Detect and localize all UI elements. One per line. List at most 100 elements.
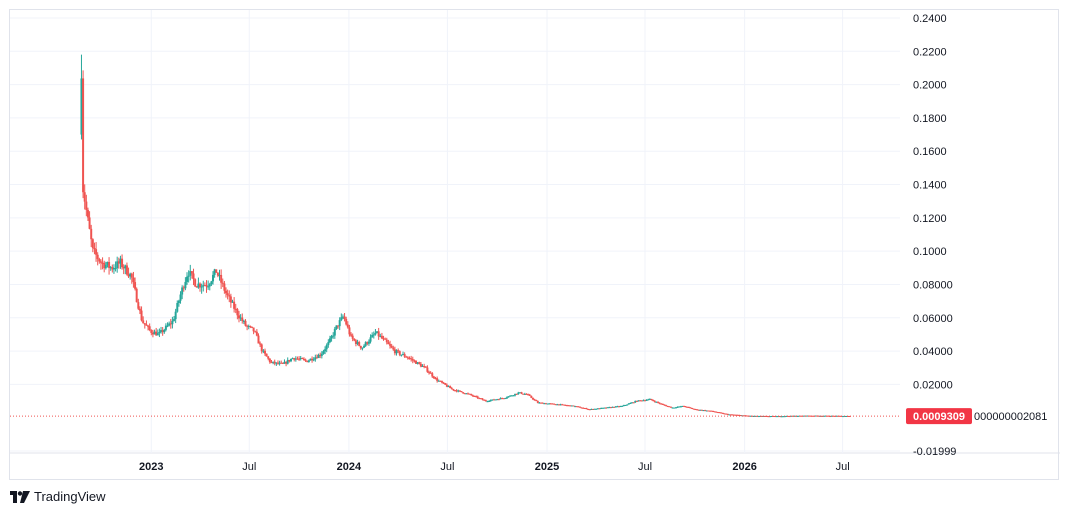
candle-body (376, 331, 379, 333)
candle-body (699, 409, 702, 411)
candle-body (95, 249, 98, 255)
candle-body (551, 403, 554, 405)
candle-body (697, 409, 700, 411)
candle-body (458, 390, 461, 392)
candle-body (556, 404, 559, 406)
candle-body (111, 267, 114, 270)
candle-body (428, 371, 431, 373)
candle-body (522, 393, 525, 395)
candle-body (520, 392, 523, 394)
candle-body (186, 276, 189, 282)
price-chart[interactable]: 0.0009309 000000002081 0.2400 0.2200 0.2000… (10, 10, 1060, 481)
overflow-price-label: 000000002081 (974, 411, 1047, 423)
candle-body (751, 415, 754, 417)
candle-body (653, 400, 656, 402)
candle-body (250, 326, 253, 328)
candle-body (202, 285, 205, 287)
candle-body (708, 410, 711, 412)
candle-body (106, 261, 109, 265)
candle-body (691, 408, 694, 410)
y-axis: 0.2400 0.2200 0.2000 0.1800 0.1600 0.1400 0.12… (913, 13, 956, 458)
candle-body (767, 416, 770, 418)
chart-frame[interactable]: 0.0009309 000000002081 0.2400 0.2200 0.2000… (9, 9, 1060, 481)
candle-body (574, 406, 577, 408)
candle-body (127, 274, 130, 277)
candle-body (590, 408, 593, 410)
candle-body (824, 415, 827, 417)
candle-body (229, 296, 232, 303)
tradingview-wordmark: TradingView (34, 489, 106, 504)
candle-body (609, 407, 612, 409)
candle-body (189, 271, 192, 276)
candle-body (647, 399, 650, 401)
candle-body (415, 360, 418, 364)
candle-body (496, 399, 499, 401)
candle-body (637, 400, 640, 402)
candle-body (754, 415, 757, 417)
candle-body (778, 416, 781, 418)
candle-body (285, 361, 288, 364)
candle-body (473, 396, 476, 398)
candle-body (413, 360, 416, 362)
candle-body (278, 362, 281, 364)
candle-body (812, 415, 815, 417)
x-tick-label: Jul (836, 461, 850, 473)
tradingview-logo[interactable]: TradingView (10, 489, 106, 504)
candle-body (533, 399, 536, 401)
candle-body (348, 327, 351, 335)
y-tick-label: -0.01999 (913, 446, 956, 458)
candle-body (642, 400, 645, 402)
candle-body (333, 328, 336, 336)
candle-body (276, 362, 279, 364)
candle-body (494, 399, 497, 401)
candle-body (489, 400, 492, 402)
candle-body (91, 239, 94, 249)
candle-body (790, 415, 793, 417)
candle-body (518, 392, 521, 394)
candle-body (179, 294, 182, 301)
candle-body (842, 416, 845, 418)
candle-body (257, 335, 260, 344)
candle-body (713, 411, 716, 413)
candle-body (408, 357, 411, 359)
candle-body (704, 410, 707, 412)
candle-body (341, 316, 344, 318)
candle-body (398, 351, 401, 355)
candle-body (476, 396, 479, 399)
candle-body (475, 396, 478, 398)
candle-body (161, 330, 164, 333)
candle-body (160, 330, 163, 332)
candle-body (501, 398, 504, 400)
candle-body (510, 395, 513, 397)
candle-body (567, 405, 570, 407)
candle-body (682, 405, 685, 407)
y-tick-label: 0.1000 (913, 246, 947, 258)
candle-body (327, 342, 330, 346)
candle-body (363, 345, 366, 348)
candle-body (712, 411, 715, 413)
candle-body (764, 415, 767, 417)
candle-body (173, 319, 176, 321)
candle-body (441, 381, 444, 383)
candle-body (592, 408, 595, 410)
candle-body (86, 209, 89, 218)
candle-body (523, 393, 526, 395)
candle-body (598, 408, 601, 410)
candle-body (648, 398, 651, 400)
candle-body (743, 415, 746, 417)
candle-body (207, 286, 210, 288)
candle-body (187, 275, 190, 277)
candle-body (544, 403, 547, 405)
candle-body (405, 356, 408, 358)
candle-body (361, 347, 364, 349)
candle-body (613, 406, 616, 408)
candle-body (103, 262, 106, 269)
candle-body (340, 317, 343, 321)
candle-body (233, 301, 236, 309)
candle-body (255, 331, 258, 336)
candle-body (337, 325, 340, 327)
candle-body (715, 411, 718, 413)
candle-body (218, 274, 221, 276)
candle-body (505, 397, 508, 399)
candle-body (385, 339, 388, 343)
